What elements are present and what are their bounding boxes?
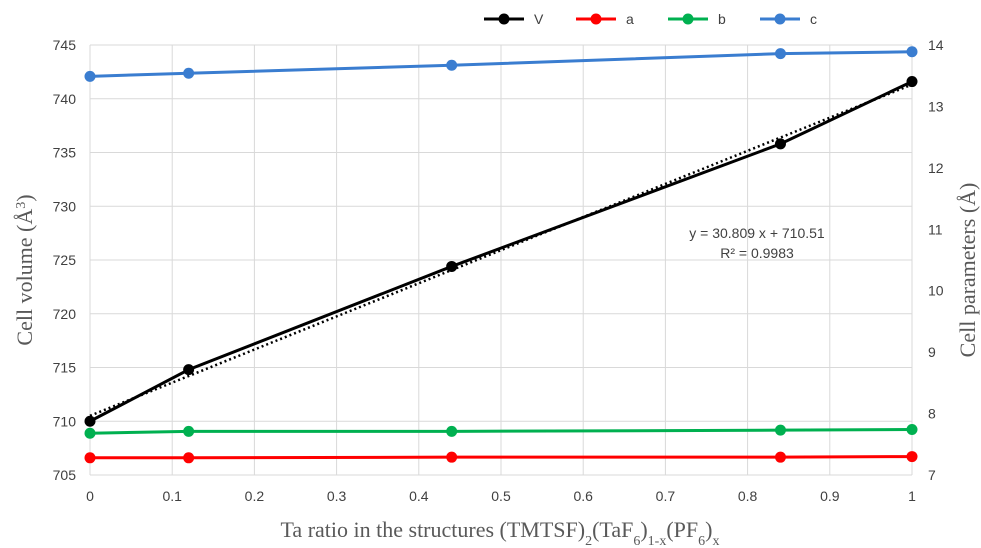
x-tick-label: 0 <box>86 488 94 504</box>
legend-marker-a <box>590 13 602 25</box>
legend-label-b: b <box>718 11 726 27</box>
data-point-V <box>446 260 458 272</box>
y-left-tick-label: 730 <box>53 198 77 214</box>
series-line-b <box>89 428 913 435</box>
legend-marker-V <box>498 13 510 25</box>
data-point-a <box>84 452 96 464</box>
legend-marker-c <box>774 13 786 25</box>
legend-label-a: a <box>626 11 634 27</box>
x-axis-title: Ta ratio in the structures (TMTSF)2(TaF6… <box>281 517 720 548</box>
x-tick-label: 0.4 <box>409 488 429 504</box>
legend-marker-b <box>682 13 694 25</box>
data-point-a <box>446 451 458 463</box>
data-point-V <box>906 76 918 88</box>
x-tick-label: 0.1 <box>162 488 182 504</box>
y-left-tick-label: 720 <box>53 306 77 322</box>
data-point-a <box>774 451 786 463</box>
y-left-tick-label: 715 <box>53 360 77 376</box>
y-right-tick-label: 10 <box>928 283 944 299</box>
data-point-V <box>84 415 96 427</box>
legend-label-c: c <box>810 11 817 27</box>
x-tick-label: 0.5 <box>491 488 511 504</box>
data-point-b <box>446 425 458 437</box>
data-point-b <box>84 427 96 439</box>
data-point-a <box>183 452 195 464</box>
data-point-c <box>906 46 918 58</box>
data-point-V <box>183 364 195 376</box>
y-right-tick-label: 11 <box>928 221 943 237</box>
y-left-tick-label: 705 <box>53 467 77 483</box>
x-tick-label: 1 <box>908 488 916 504</box>
data-point-b <box>774 424 786 436</box>
series-line-a <box>90 455 913 460</box>
y-right-tick-label: 9 <box>928 344 936 360</box>
data-point-c <box>774 48 786 60</box>
data-point-a <box>906 451 918 463</box>
y-right-tick-label: 14 <box>928 37 944 53</box>
data-point-c <box>84 70 96 82</box>
y-right-tick-label: 7 <box>928 467 936 483</box>
x-tick-label: 0.9 <box>820 488 840 504</box>
data-point-V <box>774 138 786 150</box>
legend-label-V: V <box>534 11 544 27</box>
y-right-tick-label: 12 <box>928 160 944 176</box>
y-axis-left-title: Cell volume (Å3) <box>12 194 37 345</box>
trendline-equation: y = 30.809 x + 710.51 <box>689 225 825 241</box>
data-point-c <box>446 59 458 71</box>
x-tick-label: 0.6 <box>573 488 593 504</box>
y-left-tick-label: 735 <box>53 145 77 161</box>
series-group <box>84 46 918 464</box>
tick-labels: 7057107157207257307357407457891011121314… <box>53 37 944 504</box>
data-point-c <box>183 67 195 79</box>
x-tick-label: 0.2 <box>245 488 265 504</box>
data-point-b <box>906 424 918 436</box>
x-tick-label: 0.3 <box>327 488 347 504</box>
y-right-tick-label: 8 <box>928 406 936 422</box>
y-left-tick-label: 740 <box>53 91 77 107</box>
x-tick-label: 0.8 <box>738 488 758 504</box>
y-axis-right-title: Cell parameters (Å) <box>955 183 980 358</box>
y-left-tick-label: 745 <box>53 37 77 53</box>
y-left-tick-label: 725 <box>53 252 77 268</box>
y-left-tick-label: 710 <box>53 413 77 429</box>
trendline-r-squared: R² = 0.9983 <box>720 245 794 261</box>
data-point-b <box>183 425 195 437</box>
x-tick-label: 0.7 <box>656 488 676 504</box>
grid <box>89 44 913 476</box>
y-right-tick-label: 13 <box>928 98 944 114</box>
